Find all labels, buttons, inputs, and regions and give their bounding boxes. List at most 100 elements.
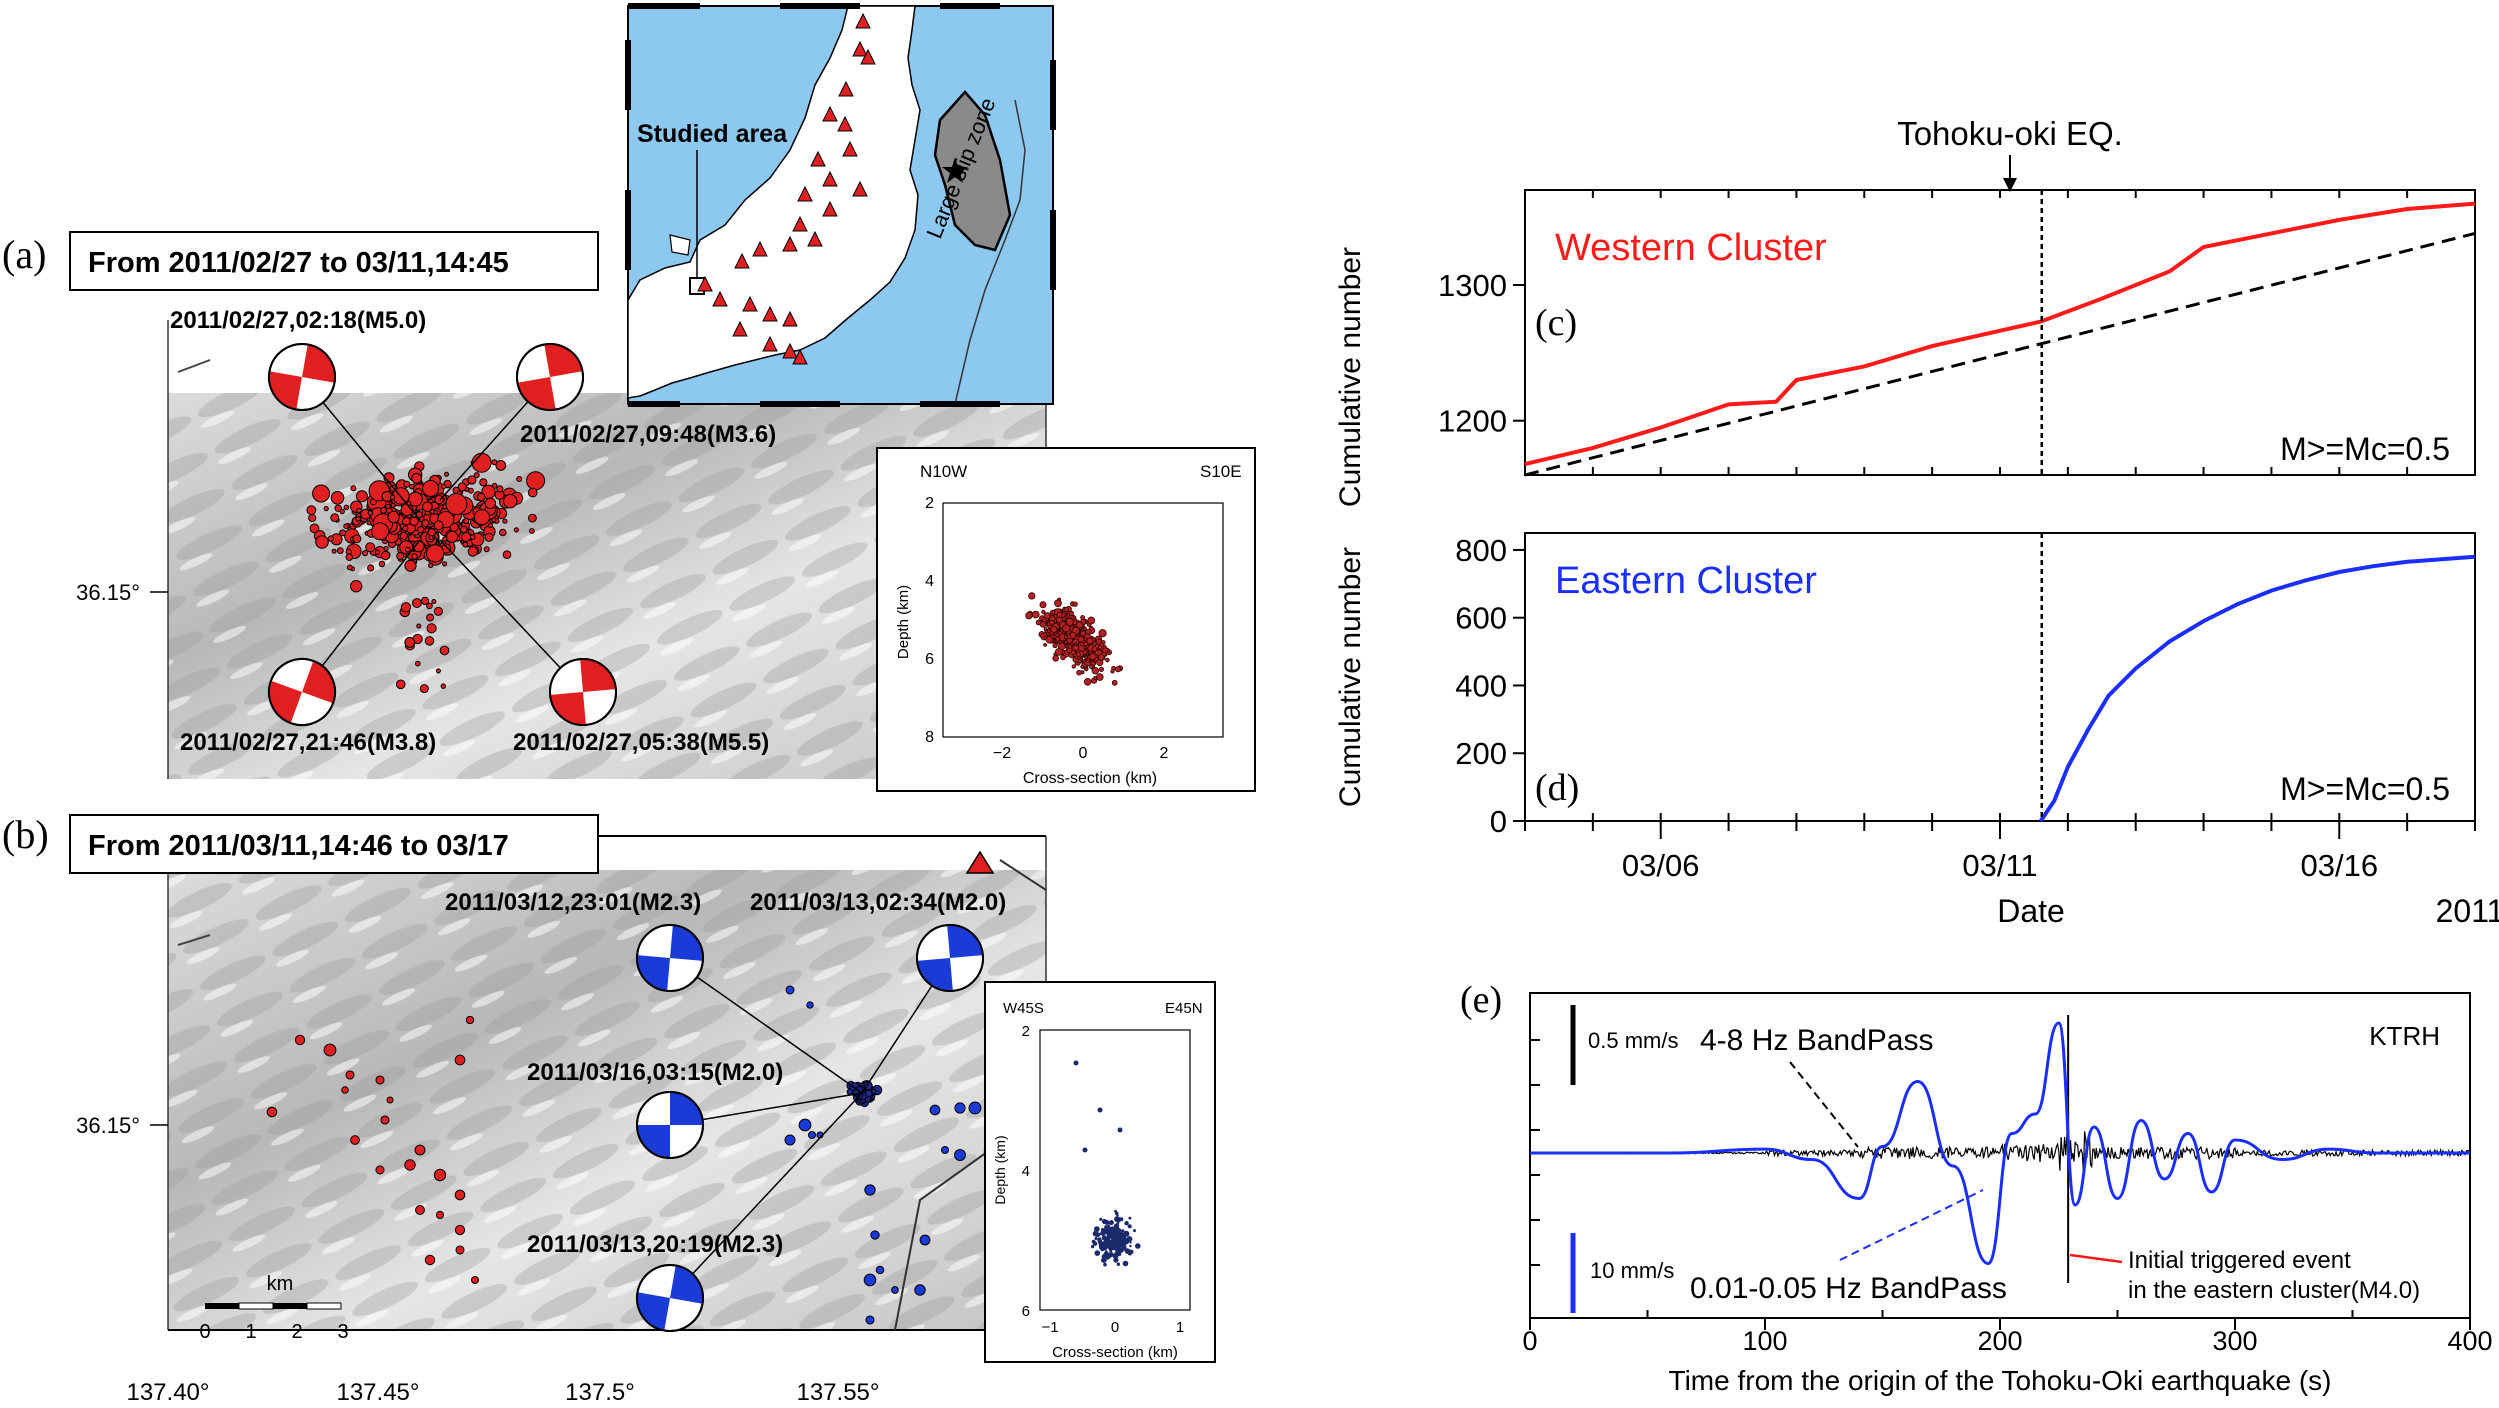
quake-dot: [389, 494, 396, 500]
inset-b-right-label: E45N: [1165, 1000, 1203, 1017]
quake-dot: [345, 1070, 355, 1080]
quake-dot: [870, 1230, 880, 1240]
quake-dot: [940, 1145, 950, 1155]
quake-dot: [343, 523, 349, 530]
hypocenter-dot: [1056, 611, 1063, 619]
quake-dot: [435, 1210, 445, 1220]
hypocenter-dot: [1076, 621, 1084, 629]
quake-dot: [526, 471, 546, 491]
scalebar-tick: 3: [337, 1321, 348, 1343]
hypocenter-dot: [1091, 667, 1099, 675]
quake-dot: [968, 1101, 982, 1115]
mechanism-label: 2011/02/27,09:48(M3.6): [520, 421, 776, 448]
quake-dot: [355, 516, 361, 522]
quake-dot: [479, 478, 488, 487]
quake-dot: [468, 487, 474, 494]
quake-dot: [875, 1265, 885, 1275]
quake-dot: [383, 545, 389, 552]
x-tick-label: 200: [1977, 1326, 2022, 1356]
hypocenter-dot: [1102, 1233, 1105, 1237]
volcano-triangle: [860, 48, 876, 65]
quake-dot: [467, 546, 478, 557]
quake-dot: [415, 1205, 425, 1215]
hypocenter-dot: [1090, 1244, 1095, 1249]
quake-dot: [336, 547, 344, 555]
hypocenter-dot: [1054, 599, 1062, 608]
quake-dot: [367, 510, 374, 516]
quake-dot: [502, 550, 512, 560]
y-tick-label: 1300: [1438, 268, 1507, 303]
hypocenter-dot: [1095, 1232, 1100, 1238]
quake-dot: [433, 520, 444, 531]
quake-dot: [371, 522, 390, 541]
hypocenter-dot: [1109, 1249, 1113, 1253]
beachball-quadrant: [637, 1292, 670, 1331]
hypocenter-dot: [1097, 1107, 1103, 1113]
hypocenter-dot: [1085, 658, 1091, 663]
volcano-triangle: [852, 40, 868, 57]
quake-dot: [334, 504, 342, 512]
quake-dot: [355, 490, 368, 503]
quake-dot: [471, 1276, 479, 1284]
quake-dot: [483, 546, 490, 553]
quake-dot: [433, 606, 443, 616]
hypocenter-dot: [1082, 1147, 1088, 1153]
volcano-triangle: [782, 342, 798, 359]
hypocenter-dot: [1111, 1228, 1115, 1231]
scalebar: km 0 1 2 3: [199, 1273, 348, 1343]
hypocenter-dot: [1114, 1209, 1117, 1213]
hypocenter-dot: [1103, 1240, 1109, 1245]
hypocenter-dot: [1083, 677, 1092, 686]
map-b: km 0 1 2 3: [150, 835, 1047, 1343]
quake-dot: [420, 596, 430, 606]
panel-label-b: (b): [2, 812, 49, 857]
quake-dot: [424, 1254, 436, 1266]
beachball-quadrant: [302, 660, 335, 704]
volcano-triangle: [782, 310, 798, 327]
volcano-triangle: [810, 150, 826, 167]
hypocenter-dot: [1080, 664, 1085, 669]
series-line-eastern: [2039, 554, 2476, 823]
hypocenter-dot: [1073, 1060, 1079, 1066]
focal-mechanism-red: [268, 658, 336, 726]
inset-b: W45S E45N Cross-section (km) Depth (km) …: [984, 981, 1216, 1363]
inset-b-xlabel: Cross-section (km): [1052, 1344, 1178, 1361]
scalebar-tick: 1: [245, 1321, 256, 1343]
chart-d-series: [2039, 533, 2476, 823]
quake-dot: [487, 522, 494, 529]
mechanism-leader: [669, 957, 863, 1094]
volcano-triangle: [822, 170, 838, 187]
inset-b-ytick: 4: [1022, 1163, 1030, 1180]
beachball-quadrant: [947, 925, 983, 958]
beachball-rim: [268, 658, 336, 726]
inset-a-xtick: 0: [1079, 745, 1088, 762]
hypocenter-dot: [1116, 1262, 1121, 1266]
chart-d-ylabel: Cumulative number: [1334, 547, 1367, 807]
quake-dot: [350, 580, 363, 593]
quake-dot: [421, 519, 430, 527]
beachball-rim: [549, 658, 617, 726]
hypocenter-dot: [1113, 1252, 1117, 1256]
inset-a-hypocenters: [1025, 592, 1124, 686]
hypocenter-dot: [1093, 1226, 1100, 1232]
y-tick-label: 800: [1455, 533, 1507, 568]
lon-tick: 137.5°: [565, 1379, 635, 1406]
hypocenter-dot: [1122, 1260, 1129, 1267]
hypocenter-dot: [1052, 642, 1058, 649]
hypocenter-dot: [1055, 633, 1060, 638]
quake-dot: [473, 509, 490, 526]
chart-e-axes: 0 100 200 300 400: [1522, 1039, 2493, 1356]
hypocenter-dot: [1108, 1243, 1112, 1248]
quake-dot: [463, 517, 470, 525]
quake-dot: [385, 503, 391, 510]
quake-dot: [362, 550, 369, 557]
panel-label-e: (e): [1460, 979, 1502, 1021]
quake-dot: [798, 1118, 812, 1132]
hypocenter-dot: [1076, 652, 1081, 657]
quake-dot: [784, 1134, 796, 1146]
quake-dot: [395, 679, 406, 690]
quake-dot: [491, 459, 498, 466]
event-label: Tohoku-oki EQ.: [1897, 115, 2123, 152]
quake-dot: [428, 562, 434, 569]
hypocenter-dot: [1108, 1224, 1111, 1227]
